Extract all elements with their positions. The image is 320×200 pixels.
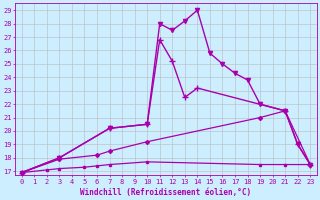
X-axis label: Windchill (Refroidissement éolien,°C): Windchill (Refroidissement éolien,°C) xyxy=(80,188,252,197)
